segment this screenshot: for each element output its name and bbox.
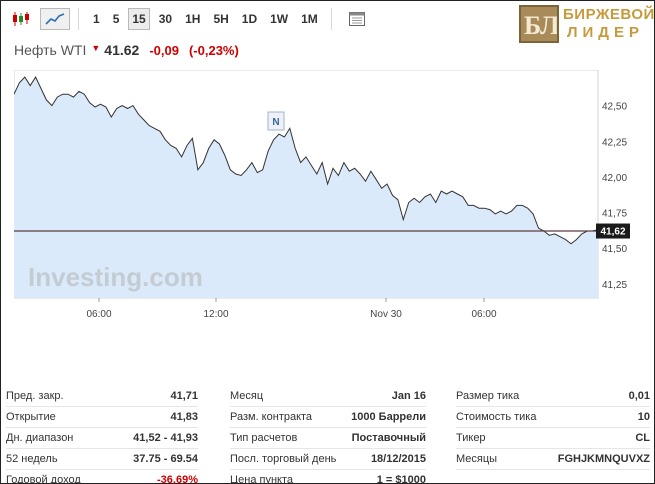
price-tag-background	[596, 223, 630, 239]
x-tick-label: 06:00	[471, 309, 496, 320]
timeframe-1d[interactable]: 1D	[241, 12, 258, 26]
stat-label: 52 недель	[6, 453, 58, 465]
y-axis: 42,50 42,25 42,00 41,75 41,50 41,25	[602, 102, 627, 291]
svg-text:Б: Б	[524, 11, 541, 40]
x-axis: 06:00 12:00 Nov 30 06:00	[86, 298, 497, 320]
stat-value: 41,83	[170, 411, 198, 423]
chart-toolbar: 1 5 15 30 1H 5H 1D 1W 1M	[6, 6, 376, 32]
stat-value: Поставочный	[351, 432, 426, 444]
stat-row: Годовой доход -36,69%	[6, 470, 198, 484]
stat-label: Открытие	[6, 411, 56, 423]
stat-value: CL	[635, 432, 650, 444]
y-tick-label: 41,25	[602, 280, 627, 291]
timeframe-5[interactable]: 5	[112, 12, 120, 26]
stat-row: Размер тика 0,01	[456, 386, 650, 407]
timeframe-1w[interactable]: 1W	[270, 12, 289, 26]
y-tick-label: 42,25	[602, 137, 627, 148]
stat-value: 10	[637, 411, 650, 423]
stat-row: Месяцы FGHJKMNQUVXZ	[456, 449, 650, 470]
instrument-name: Нефть WTI	[14, 42, 87, 58]
stats-column-1: Пред. закр. 41,71 Открытие 41,83 Дн. диапа…	[6, 386, 198, 484]
line-chart-icon[interactable]	[40, 8, 70, 30]
stat-row: Цена пункта 1 = $1000	[230, 470, 426, 484]
toolbar-divider	[78, 8, 79, 30]
stat-label: Тип расчетов	[230, 432, 298, 444]
toolbar-divider	[330, 8, 332, 30]
stat-label: Разм. контракта	[230, 411, 313, 423]
stat-row: Стоимость тика 10	[456, 407, 650, 428]
logo-line-1: БИРЖЕВОЙ	[563, 6, 655, 23]
stat-value: 41,52 - 41,93	[133, 432, 198, 444]
stat-value: 0,01	[628, 390, 650, 402]
stat-value: 41,71	[170, 390, 198, 402]
y-tick-label: 42,50	[602, 102, 627, 113]
stat-row: Открытие 41,83	[6, 407, 198, 428]
price-line	[14, 76, 599, 245]
price-change: -0,09	[149, 43, 179, 58]
timeframe-5h[interactable]: 5H	[213, 12, 229, 26]
price-area-fill	[14, 77, 598, 298]
stat-label: Дн. диапазон	[6, 432, 74, 444]
stat-value: FGHJKMNQUVXZ	[557, 453, 650, 465]
timeframe-1m[interactable]: 1M	[301, 12, 318, 26]
stat-row: Тикер CL	[456, 428, 650, 449]
x-tick-label: 06:00	[86, 309, 111, 320]
birzhevoy-lider-logo: Б Л БИРЖЕВОЙ ЛИДЕР	[519, 5, 654, 43]
stat-row: Месяц Jan 16	[230, 386, 426, 407]
x-tick-label: 12:00	[203, 309, 228, 320]
stat-row: Разм. контракта 1000 Баррели	[230, 407, 426, 428]
price-chart[interactable]: Investing.com 42,5042,2542,0041,7541,504…	[14, 70, 654, 326]
stat-row: Посл. торговый день 18/12/2015	[230, 449, 426, 470]
stats-column-2: Месяц Jan 16 Разм. контракта 1000 Баррели …	[230, 386, 426, 484]
price-change-percent: (-0,23%)	[188, 43, 239, 58]
news-marker-label: N	[272, 117, 279, 128]
stat-value: 37.75 - 69.54	[133, 453, 198, 465]
last-price: 41.62	[104, 42, 140, 58]
stats-column-3: Размер тика 0,01 Стоимость тика 10 Тикер CL…	[456, 386, 650, 470]
timeframe-1h[interactable]: 1H	[185, 12, 201, 26]
quote-header: Нефть WTI ▼ 41.62 -0,09 (-0,23%)	[14, 42, 249, 58]
stat-row: Пред. закр. 41,71	[6, 386, 198, 407]
price-tag-label: 41,62	[600, 227, 625, 238]
stat-value: Jan 16	[391, 390, 426, 402]
candlestick-icon[interactable]	[6, 8, 36, 30]
stat-label: Посл. торговый день	[230, 453, 337, 465]
timeframe-1[interactable]: 1	[93, 12, 100, 26]
logo-line-2: ЛИДЕР	[567, 24, 645, 41]
stat-label: Месяц	[230, 390, 264, 402]
calendar-icon[interactable]	[342, 8, 372, 30]
svg-text:Л: Л	[540, 11, 557, 40]
timeframe-30[interactable]: 30	[158, 12, 173, 26]
stat-row: Дн. диапазон 41,52 - 41,93	[6, 428, 198, 449]
timeframe-15[interactable]: 15	[128, 8, 150, 30]
stat-value: 18/12/2015	[370, 453, 426, 465]
stat-label: Тикер	[456, 432, 486, 444]
stat-label: Месяцы	[456, 453, 498, 465]
news-marker-box	[267, 111, 285, 131]
y-tick-label: 41,75	[602, 209, 627, 220]
stat-row: 52 недель 37.75 - 69.54	[6, 449, 198, 470]
stat-value: -36,69%	[157, 474, 198, 484]
down-arrow-icon: ▼	[91, 43, 101, 53]
stat-value: 1000 Баррели	[351, 411, 426, 423]
current-price-tag: 41,62	[596, 223, 630, 239]
stat-label: Цена пункта	[230, 474, 294, 484]
stat-label: Размер тика	[456, 390, 520, 402]
stat-label: Годовой доход	[6, 474, 81, 484]
stat-label: Пред. закр.	[6, 390, 64, 402]
x-tick-label: Nov 30	[370, 309, 402, 320]
stat-row: Тип расчетов Поставочный	[230, 428, 426, 449]
y-tick-label: 42,00	[602, 173, 627, 184]
stat-label: Стоимость тика	[456, 411, 537, 423]
stat-value: 1 = $1000	[376, 474, 426, 484]
logo-mark: Б Л	[519, 5, 559, 43]
y-tick-label: 41,50	[602, 244, 627, 255]
investing-watermark: Investing.com	[28, 262, 203, 292]
news-marker-icon[interactable]: N	[267, 111, 285, 131]
